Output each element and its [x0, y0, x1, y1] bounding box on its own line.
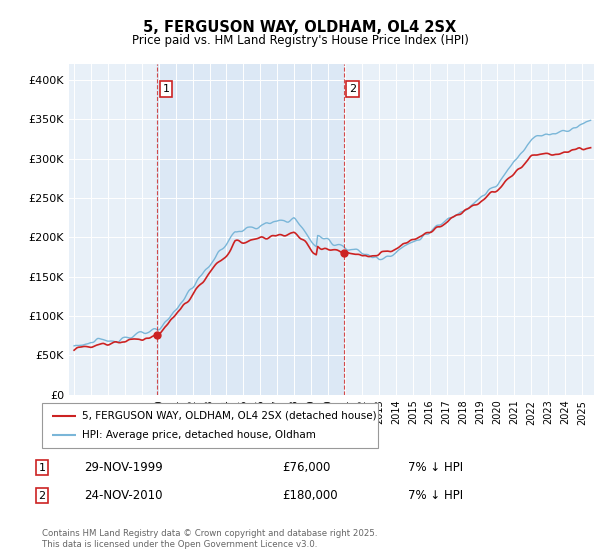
Text: 7% ↓ HPI: 7% ↓ HPI: [408, 461, 463, 474]
Bar: [157, 64, 344, 395]
Text: 24-NOV-2010: 24-NOV-2010: [84, 489, 163, 502]
Text: £180,000: £180,000: [282, 489, 338, 502]
Text: 5, FERGUSON WAY, OLDHAM, OL4 2SX (detached house): 5, FERGUSON WAY, OLDHAM, OL4 2SX (detach…: [82, 410, 377, 421]
Text: 2: 2: [349, 84, 356, 94]
Text: 29-NOV-1999: 29-NOV-1999: [84, 461, 163, 474]
Text: 5, FERGUSON WAY, OLDHAM, OL4 2SX: 5, FERGUSON WAY, OLDHAM, OL4 2SX: [143, 20, 457, 35]
Text: 1: 1: [38, 463, 46, 473]
Text: HPI: Average price, detached house, Oldham: HPI: Average price, detached house, Oldh…: [82, 431, 316, 441]
Text: Contains HM Land Registry data © Crown copyright and database right 2025.
This d: Contains HM Land Registry data © Crown c…: [42, 529, 377, 549]
Text: £76,000: £76,000: [282, 461, 331, 474]
Text: Price paid vs. HM Land Registry's House Price Index (HPI): Price paid vs. HM Land Registry's House …: [131, 34, 469, 46]
Text: 2: 2: [38, 491, 46, 501]
Text: 7% ↓ HPI: 7% ↓ HPI: [408, 489, 463, 502]
Text: 1: 1: [163, 84, 169, 94]
